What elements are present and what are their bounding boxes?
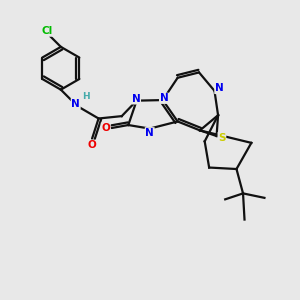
Text: N: N [145, 128, 154, 138]
Text: H: H [82, 92, 89, 101]
Text: N: N [132, 94, 140, 104]
Text: O: O [88, 140, 96, 150]
Text: Cl: Cl [41, 26, 52, 36]
Text: N: N [160, 93, 168, 103]
Text: S: S [218, 133, 226, 142]
Text: O: O [101, 123, 110, 133]
Text: N: N [71, 99, 80, 109]
Text: N: N [215, 83, 224, 94]
